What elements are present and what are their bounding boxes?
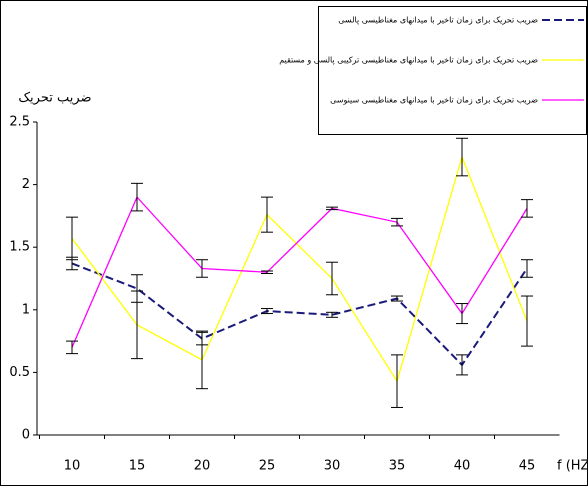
y-tick-label: 0.5 xyxy=(9,365,30,380)
x-tick-label: 45 xyxy=(519,459,536,474)
y-tick-label: 0 xyxy=(22,428,30,443)
y-axis-title: ضریب تحریک xyxy=(18,91,91,106)
x-tick-label: 15 xyxy=(129,459,146,474)
y-tick-label: 1.5 xyxy=(9,240,30,255)
legend-box xyxy=(318,6,587,135)
legend-label: ضریب تحریک برای زمان تاخیر با میدانهای م… xyxy=(330,96,538,105)
x-tick-label: 35 xyxy=(389,459,406,474)
legend-label: ضریب تحریک برای زمان تاخیر با میدانهای م… xyxy=(338,16,538,25)
x-tick-label: 30 xyxy=(324,459,341,474)
x-axis-title: f (HZ) xyxy=(557,459,588,474)
series-line xyxy=(71,262,528,367)
x-tick-label: 20 xyxy=(194,459,211,474)
y-tick-label: 2 xyxy=(22,177,30,192)
legend-label: ضریب تحریک برای زمان تاخیر با میدانهای م… xyxy=(279,56,538,65)
y-tick-label: 2.5 xyxy=(9,115,30,130)
series-line xyxy=(71,155,528,383)
series-line xyxy=(71,195,528,348)
x-tick-label: 25 xyxy=(259,459,276,474)
y-tick-label: 1 xyxy=(22,302,30,317)
x-tick-label: 40 xyxy=(454,459,471,474)
x-tick-label: 10 xyxy=(64,459,81,474)
